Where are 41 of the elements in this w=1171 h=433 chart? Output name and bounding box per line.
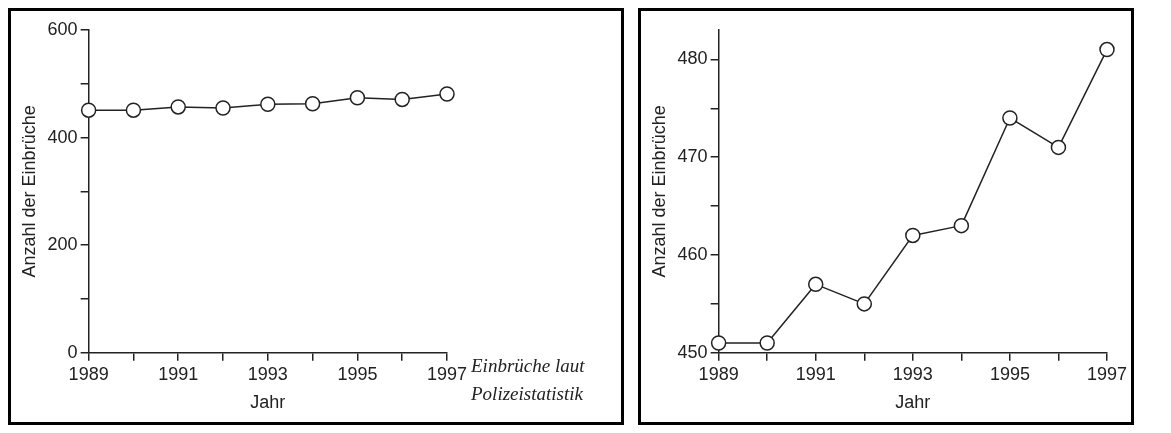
y-tick-label: 460	[677, 243, 708, 264]
point	[1050, 139, 1067, 156]
text: Einbrüche laut Polizeistatistik	[471, 354, 586, 406]
point	[215, 100, 231, 116]
y-tick-label: 200	[47, 234, 78, 255]
point	[170, 99, 186, 115]
point	[125, 102, 142, 118]
point	[759, 335, 775, 351]
x-tick-label: 1989	[68, 363, 109, 384]
x-tick-label: 1991	[158, 363, 199, 384]
y-tick-label: 0	[67, 341, 78, 362]
point	[304, 95, 321, 112]
point	[953, 217, 970, 234]
point	[349, 90, 366, 106]
x-tick-label: 1991	[795, 363, 836, 384]
y-tick-label: 400	[47, 126, 78, 147]
point	[439, 86, 455, 102]
x-tick-label: 1989	[698, 363, 739, 384]
point	[1099, 41, 1115, 58]
x-tick-label: 1993	[892, 363, 933, 384]
x-tick-label: 1997	[426, 363, 468, 384]
x-tick-label: 1995	[337, 363, 378, 384]
x-tick-label: 1993	[247, 363, 288, 384]
point	[80, 102, 97, 118]
point	[260, 96, 276, 112]
y-tick-label: 480	[677, 48, 708, 69]
y-tick-label: 450	[677, 341, 708, 362]
point	[856, 296, 873, 312]
point	[710, 335, 727, 351]
x-axis-title: Jahr	[250, 392, 286, 413]
point	[394, 91, 410, 108]
point	[1002, 110, 1018, 126]
point	[807, 276, 824, 293]
point	[905, 227, 921, 244]
y-axis-title: Anzahl der Einbrüche	[18, 105, 39, 278]
x-tick-label: 1995	[989, 363, 1030, 384]
x-axis-title: Jahr	[895, 392, 931, 413]
y-tick-label: 600	[47, 18, 78, 39]
y-tick-label: 470	[677, 146, 708, 167]
x-tick-label: 1997	[1086, 363, 1128, 384]
y-axis-title: Anzahl der Einbrüche	[648, 105, 669, 278]
